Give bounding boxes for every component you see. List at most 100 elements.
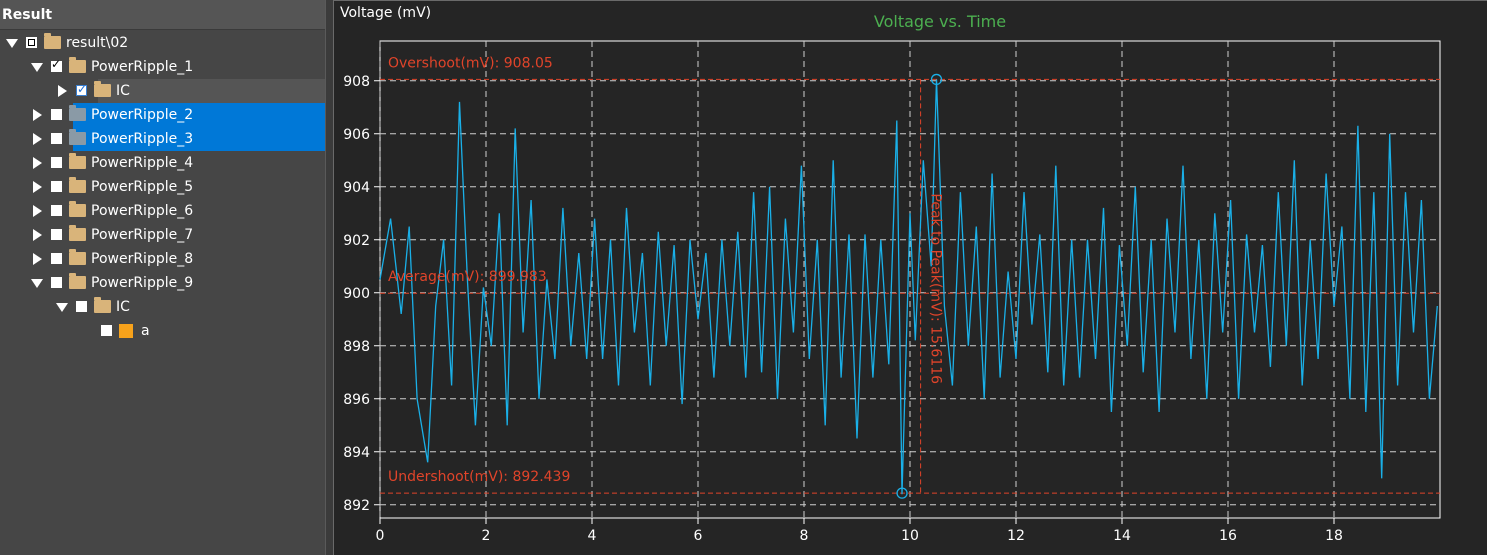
panel-header: Result (0, 0, 325, 30)
tree-item-label: IC (116, 299, 130, 315)
tree-checkbox[interactable] (51, 133, 62, 144)
x-tick-label: 2 (482, 528, 491, 544)
collapse-arrow-icon[interactable] (31, 63, 43, 72)
tree-checkbox[interactable] (51, 57, 62, 72)
y-tick-label: 908 (343, 74, 370, 90)
undershoot-label: Undershoot(mV): 892.439 (388, 469, 570, 485)
tree-item-label: PowerRipple_7 (91, 227, 194, 243)
x-tick-label: 10 (901, 528, 919, 544)
x-tick-label: 6 (694, 528, 703, 544)
folder-icon (69, 129, 86, 145)
tree-row-a[interactable]: a (0, 319, 325, 343)
folder-icon (69, 57, 86, 73)
tree-checkbox[interactable] (51, 181, 62, 192)
tree-item-label: PowerRipple_6 (91, 203, 194, 219)
collapse-arrow-icon[interactable] (56, 303, 68, 312)
tree-row-powerripple-5[interactable]: PowerRipple_5 (0, 175, 325, 199)
y-tick-label: 898 (343, 339, 370, 355)
tree-checkbox[interactable] (51, 277, 62, 288)
expand-arrow-icon[interactable] (33, 181, 42, 193)
x-tick-label: 16 (1219, 528, 1237, 544)
folder-icon (44, 33, 61, 49)
expand-arrow-icon[interactable] (33, 205, 42, 217)
folder-icon (69, 249, 86, 265)
tree-item-label: PowerRipple_2 (91, 107, 194, 123)
y-tick-label: 904 (343, 180, 370, 196)
hover-highlight (98, 79, 325, 103)
x-tick-label: 14 (1113, 528, 1131, 544)
tree-row-powerripple-9[interactable]: PowerRipple_9 (0, 271, 325, 295)
max-point-marker (930, 73, 943, 86)
voltage-chart: Voltage (mV)Voltage vs. TimeTime (s)8928… (340, 5, 1441, 544)
x-tick-label: 8 (800, 528, 809, 544)
x-tick-label: 18 (1325, 528, 1343, 544)
splitter-handle[interactable] (325, 0, 334, 555)
tree-row-ic[interactable]: IC (0, 79, 325, 103)
tree-row-ic[interactable]: IC (0, 295, 325, 319)
y-tick-label: 892 (343, 498, 370, 514)
peak-to-peak-label: Peak to Peak(mV): 15.6116 (928, 193, 944, 384)
x-tick-label: 0 (376, 528, 385, 544)
tree-row-powerripple-1[interactable]: PowerRipple_1 (0, 55, 325, 79)
average-label: Average(mV): 899.983 (388, 269, 547, 285)
folder-icon (69, 273, 86, 289)
x-tick-label: 12 (1007, 528, 1025, 544)
plot-area (379, 40, 1441, 519)
tree-checkbox[interactable] (76, 82, 87, 96)
y-axis-label: Voltage (mV) (340, 5, 431, 21)
expand-arrow-icon[interactable] (33, 229, 42, 241)
tree-checkbox[interactable] (51, 157, 62, 168)
tree-item-label: PowerRipple_1 (91, 59, 194, 75)
collapse-arrow-icon[interactable] (31, 279, 43, 288)
folder-icon (69, 225, 86, 241)
y-tick-label: 902 (343, 233, 370, 249)
tree-row-powerripple-2[interactable]: PowerRipple_2 (0, 103, 325, 127)
tree-checkbox[interactable] (51, 229, 62, 240)
chart-panel: Voltage (mV)Voltage vs. TimeTime (s)8928… (333, 0, 1487, 555)
y-tick-label: 900 (343, 286, 370, 302)
tree-row-powerripple-6[interactable]: PowerRipple_6 (0, 199, 325, 223)
folder-icon (94, 81, 111, 97)
y-tick-label: 896 (343, 392, 370, 408)
expand-arrow-icon[interactable] (58, 85, 67, 97)
tree-item-label: result\02 (66, 35, 129, 51)
folder-icon (94, 297, 111, 313)
folder-icon (69, 201, 86, 217)
tree-row-result-02[interactable]: result\02 (0, 31, 325, 55)
expand-arrow-icon[interactable] (33, 109, 42, 121)
tree-row-powerripple-3[interactable]: PowerRipple_3 (0, 127, 325, 151)
tree-row-powerripple-8[interactable]: PowerRipple_8 (0, 247, 325, 271)
collapse-arrow-icon[interactable] (6, 39, 18, 48)
chart-title: Voltage vs. Time (874, 12, 1006, 31)
selection-highlight (73, 103, 325, 127)
expand-arrow-icon[interactable] (33, 133, 42, 145)
tree-item-label: PowerRipple_5 (91, 179, 194, 195)
tree-item-label: PowerRipple_4 (91, 155, 194, 171)
y-tick-label: 906 (343, 127, 370, 143)
voltage-series-line (379, 79, 1438, 495)
tree-item-label: a (141, 323, 150, 339)
tree-checkbox[interactable] (101, 325, 112, 336)
panel-title: Result (2, 7, 53, 23)
overshoot-label: Overshoot(mV): 908.05 (388, 55, 553, 71)
tree-item-label: PowerRipple_3 (91, 131, 194, 147)
folder-icon (69, 153, 86, 169)
tree-checkbox[interactable] (51, 109, 62, 120)
tree-row-powerripple-4[interactable]: PowerRipple_4 (0, 151, 325, 175)
tree-item-label: IC (116, 83, 130, 99)
tree-item-label: PowerRipple_8 (91, 251, 194, 267)
folder-icon (69, 105, 86, 121)
expand-arrow-icon[interactable] (33, 157, 42, 169)
y-tick-label: 894 (343, 445, 370, 461)
result-panel: Result result\02 PowerRipple_1 IC PowerRipp… (0, 0, 325, 555)
tree-checkbox[interactable] (76, 301, 87, 312)
tree-checkbox[interactable] (26, 37, 37, 48)
folder-icon (69, 177, 86, 193)
tree-item-label: PowerRipple_9 (91, 275, 194, 291)
color-swatch-icon (119, 324, 133, 338)
tree-checkbox[interactable] (51, 253, 62, 264)
tree-row-powerripple-7[interactable]: PowerRipple_7 (0, 223, 325, 247)
expand-arrow-icon[interactable] (33, 253, 42, 265)
tree-checkbox[interactable] (51, 205, 62, 216)
selection-highlight (73, 127, 325, 151)
